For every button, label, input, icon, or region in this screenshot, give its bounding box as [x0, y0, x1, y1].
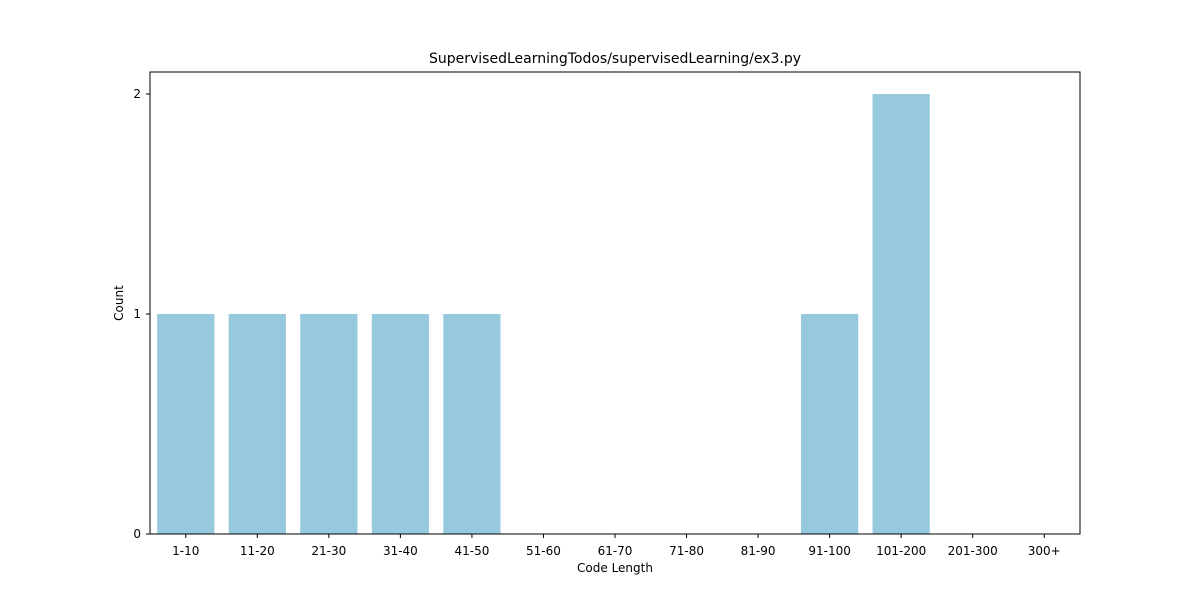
bar-91-100: [801, 314, 859, 534]
x-tick-label: 201-300: [948, 544, 998, 558]
x-tick-label: 51-60: [526, 544, 561, 558]
x-tick-label: 31-40: [383, 544, 418, 558]
y-axis-label: Count: [112, 285, 126, 321]
bars-group: [157, 94, 930, 534]
x-tick-label: 21-30: [311, 544, 346, 558]
y-tick-label: 1: [133, 307, 141, 321]
x-tick-label: 101-200: [876, 544, 926, 558]
x-tick-label: 11-20: [240, 544, 275, 558]
x-tick-label: 41-50: [454, 544, 489, 558]
y-tick-label: 2: [133, 87, 141, 101]
x-tick-label: 61-70: [598, 544, 633, 558]
x-tick-label: 81-90: [741, 544, 776, 558]
plot-frame: [149, 71, 1081, 535]
y-tick-label: 0: [133, 527, 141, 541]
bar-21-30: [300, 314, 358, 534]
bar-41-50: [443, 314, 501, 534]
bar-1-10: [157, 314, 215, 534]
bar-11-20: [228, 314, 286, 534]
x-axis-label: Code Length: [577, 561, 653, 575]
bar-31-40: [371, 314, 429, 534]
x-tick-label: 300+: [1028, 544, 1061, 558]
x-tick-label: 91-100: [808, 544, 851, 558]
y-axis: 0 1 2: [133, 87, 150, 541]
chart-title: SupervisedLearningTodos/supervisedLearni…: [429, 51, 801, 67]
x-tick-label: 1-10: [172, 544, 199, 558]
x-axis: 1-10 11-20 21-30 31-40 41-50 51-60 61-70 71-80 8…: [172, 534, 1061, 558]
x-tick-label: 71-80: [669, 544, 704, 558]
bar-101-200: [872, 94, 930, 534]
